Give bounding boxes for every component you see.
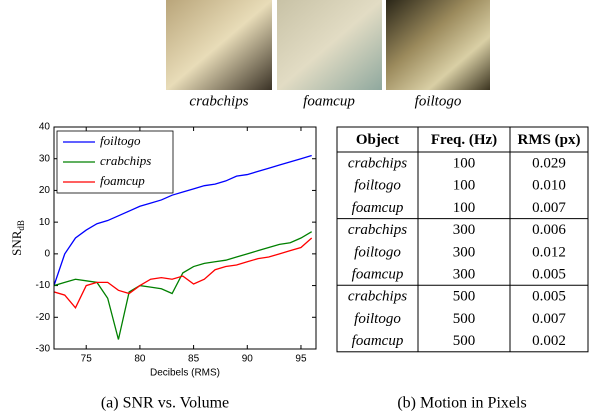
table-cell: foiltogo: [354, 244, 401, 260]
chart-caption: (a) SNR vs. Volume: [101, 395, 229, 412]
table-cell: 0.002: [532, 333, 566, 349]
image-caption: foamcup: [303, 93, 355, 109]
y-axis-label: SNRdB: [9, 220, 26, 256]
table-header: Object: [356, 132, 399, 148]
y-tick-label: 10: [39, 217, 51, 228]
table-cell: foamcup: [352, 333, 404, 349]
image-caption: crabchips: [189, 93, 248, 109]
series-line: [54, 154, 312, 286]
image-caption: foiltogo: [415, 93, 462, 109]
table-cell: foamcup: [352, 200, 404, 216]
table-cell: 100: [453, 156, 476, 172]
table-cell: 500: [453, 333, 476, 349]
y-tick-label: 0: [44, 248, 50, 259]
table-header: Freq. (Hz): [431, 132, 497, 148]
x-tick-label: 90: [242, 354, 254, 365]
table-cell: 0.005: [532, 289, 566, 305]
x-axis-label: Decibels (RMS): [150, 368, 220, 379]
table-cell: 300: [453, 244, 476, 260]
table-header: RMS (px): [518, 132, 581, 148]
series-line: [54, 231, 313, 340]
table-cell: 0.007: [532, 311, 566, 327]
table-cell: 300: [453, 267, 476, 283]
x-tick-label: 85: [188, 354, 200, 365]
x-tick-label: 80: [134, 354, 146, 365]
table-cell: 100: [453, 178, 476, 194]
table-cell: 0.012: [532, 244, 566, 260]
legend-label: crabchips: [100, 153, 151, 168]
photo: [386, 0, 490, 90]
table-cell: 100: [453, 200, 476, 216]
plot-frame: [53, 126, 317, 350]
table-cell: 500: [453, 311, 476, 327]
table-cell: foiltogo: [354, 311, 401, 327]
table-cell: 0.007: [532, 200, 566, 216]
photo: [166, 0, 272, 90]
table-cell: crabchips: [348, 156, 407, 172]
y-tick-label: 40: [39, 122, 51, 133]
table-cell: foamcup: [352, 267, 404, 283]
y-tick-label: -10: [36, 280, 51, 291]
table-cell: 300: [453, 222, 476, 238]
table-frame: [336, 126, 589, 353]
series-line: [54, 237, 313, 309]
table-cell: 0.006: [532, 222, 566, 238]
x-tick-label: 95: [295, 354, 307, 365]
table-cell: 0.029: [532, 156, 566, 172]
y-tick-label: -30: [36, 344, 51, 355]
table-cell: 0.005: [532, 267, 566, 283]
table-cell: crabchips: [348, 222, 407, 238]
table-cell: 500: [453, 289, 476, 305]
legend-label: foamcup: [100, 173, 145, 188]
table-cell: 0.010: [532, 178, 566, 194]
y-tick-label: 20: [39, 185, 51, 196]
table-cell: crabchips: [348, 289, 407, 305]
x-tick-label: 75: [81, 354, 93, 365]
y-label-text: SNR: [9, 230, 24, 256]
table-cell: foiltogo: [354, 178, 401, 194]
y-tick-label: 30: [39, 153, 51, 164]
y-label-subscript: dB: [16, 220, 26, 231]
table-caption: (b) Motion in Pixels: [397, 395, 526, 412]
y-tick-label: -20: [36, 312, 51, 323]
legend-label: foiltogo: [100, 133, 141, 148]
photo: [277, 0, 382, 90]
